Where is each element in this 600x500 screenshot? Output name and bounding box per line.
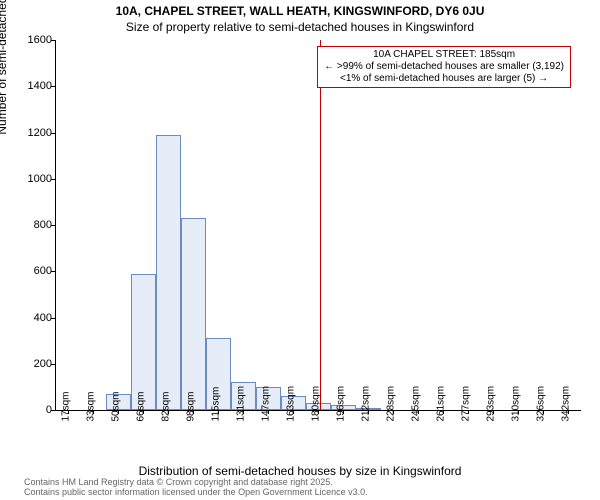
y-tick-mark <box>51 179 55 180</box>
y-tick-mark <box>51 40 55 41</box>
x-tick-mark <box>193 410 194 414</box>
annotation-line2: ← >99% of semi-detached houses are small… <box>324 61 564 73</box>
y-axis-label: Number of semi-detached properties <box>0 0 9 135</box>
x-tick-mark <box>293 410 294 414</box>
y-tick-label: 1000 <box>28 173 52 185</box>
y-tick-label: 800 <box>34 219 52 231</box>
annotation-line1: 10A CHAPEL STREET: 185sqm <box>324 49 564 61</box>
plot-area: 10A CHAPEL STREET: 185sqm← >99% of semi-… <box>55 40 581 411</box>
x-tick-mark <box>568 410 569 414</box>
x-tick-mark <box>468 410 469 414</box>
footer-attribution: Contains HM Land Registry data © Crown c… <box>24 478 368 498</box>
y-tick-mark <box>51 318 55 319</box>
y-tick-mark <box>51 271 55 272</box>
x-tick-mark <box>68 410 69 414</box>
x-tick-mark <box>543 410 544 414</box>
y-tick-mark <box>51 364 55 365</box>
x-tick-mark <box>318 410 319 414</box>
y-tick-mark <box>51 133 55 134</box>
x-tick-mark <box>143 410 144 414</box>
x-tick-mark <box>268 410 269 414</box>
y-tick-label: 400 <box>34 312 52 324</box>
footer-line2: Contains public sector information licen… <box>24 488 368 498</box>
annotation-box: 10A CHAPEL STREET: 185sqm← >99% of semi-… <box>317 46 571 88</box>
x-tick-mark <box>368 410 369 414</box>
x-tick-mark <box>493 410 494 414</box>
y-tick-label: 1400 <box>28 80 52 92</box>
x-tick-mark <box>168 410 169 414</box>
chart-container: 10A, CHAPEL STREET, WALL HEATH, KINGSWIN… <box>0 0 600 500</box>
y-tick-label: 600 <box>34 265 52 277</box>
annotation-line3: <1% of semi-detached houses are larger (… <box>324 73 564 85</box>
y-tick-mark <box>51 225 55 226</box>
reference-line <box>320 40 321 410</box>
x-tick-mark <box>518 410 519 414</box>
chart-title-sub: Size of property relative to semi-detach… <box>0 20 600 34</box>
y-tick-label: 1200 <box>28 127 52 139</box>
x-tick-mark <box>418 410 419 414</box>
histogram-bar <box>131 274 156 410</box>
histogram-bar <box>181 218 206 410</box>
histogram-bar <box>156 135 181 410</box>
y-tick-label: 200 <box>34 358 52 370</box>
chart-title-main: 10A, CHAPEL STREET, WALL HEATH, KINGSWIN… <box>0 4 600 18</box>
x-tick-mark <box>243 410 244 414</box>
x-tick-mark <box>443 410 444 414</box>
x-tick-mark <box>118 410 119 414</box>
x-tick-mark <box>343 410 344 414</box>
y-tick-mark <box>51 86 55 87</box>
x-tick-mark <box>393 410 394 414</box>
y-tick-label: 1600 <box>28 34 52 46</box>
y-tick-mark <box>51 410 55 411</box>
x-tick-mark <box>218 410 219 414</box>
x-tick-mark <box>93 410 94 414</box>
x-axis-label: Distribution of semi-detached houses by … <box>0 464 600 478</box>
